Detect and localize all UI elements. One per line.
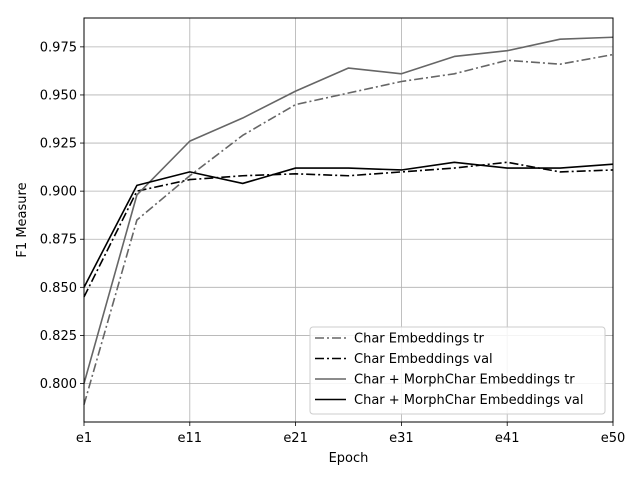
series-line-2 xyxy=(83,161,614,298)
series-line-3 xyxy=(83,36,614,384)
x-axis-label: Epoch xyxy=(329,451,369,466)
legend-label: Char Embeddings val xyxy=(354,352,493,367)
y-tick-label: 0.925 xyxy=(40,137,77,152)
y-tick-label: 0.825 xyxy=(40,329,77,344)
y-tick-label: 0.850 xyxy=(40,281,77,296)
y-tick-label: 0.875 xyxy=(40,233,77,248)
x-tick-label: e41 xyxy=(495,431,520,446)
series-layer xyxy=(83,36,614,405)
x-tick-label: e50 xyxy=(601,431,626,446)
y-tick-label: 0.950 xyxy=(40,88,77,103)
x-tick-label: e21 xyxy=(283,431,308,446)
legend-label: Char + MorphChar Embeddings tr xyxy=(354,373,575,388)
x-tick-label: e31 xyxy=(389,431,414,446)
plot-frame xyxy=(83,17,614,423)
series-line-1 xyxy=(83,53,614,405)
y-tick-label: 0.975 xyxy=(40,40,77,55)
y-tick-label: 0.800 xyxy=(40,377,77,392)
x-tick-label: e11 xyxy=(178,431,203,446)
y-axis-label: F1 Measure xyxy=(15,182,30,257)
legend-label: Char + MorphChar Embeddings val xyxy=(354,393,583,408)
legend-label: Char Embeddings tr xyxy=(354,332,484,347)
x-axis: e1 e11 e21 e31 e41 e50 xyxy=(76,422,625,446)
series-line-4 xyxy=(83,161,614,288)
legend-box xyxy=(309,326,606,415)
y-tick-label: 0.900 xyxy=(40,185,77,200)
y-axis: 0.800 0.825 0.850 0.875 0.900 0.925 0.950 0.975 xyxy=(40,40,84,392)
grid-lines xyxy=(83,18,614,422)
x-tick-label: e1 xyxy=(76,431,92,446)
legend: Char Embeddings tr Char Embeddings val Cha… xyxy=(309,326,606,415)
